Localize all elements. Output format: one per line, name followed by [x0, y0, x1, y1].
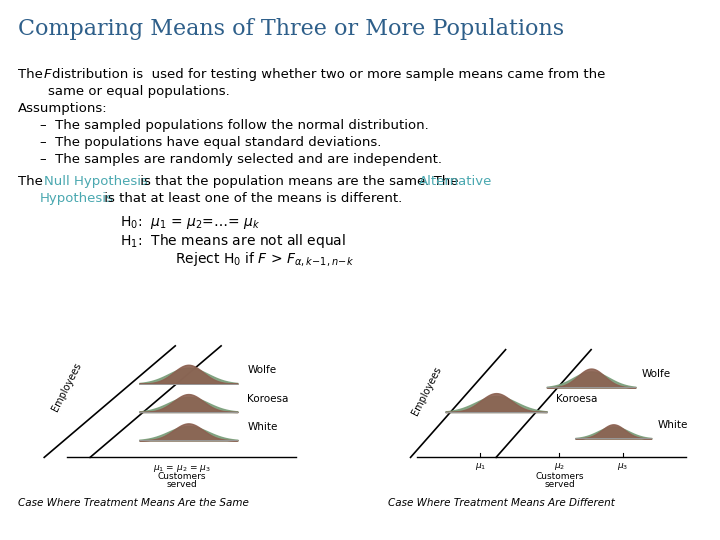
Text: H$_1$:  The means are not all equal: H$_1$: The means are not all equal — [120, 232, 346, 250]
Text: F: F — [44, 68, 52, 81]
Text: $\mu_3$: $\mu_3$ — [617, 461, 629, 472]
Text: $\mu_2$: $\mu_2$ — [554, 461, 565, 472]
Text: is that at least one of the means is different.: is that at least one of the means is dif… — [100, 192, 402, 205]
Text: $\mu_1$ = $\mu_2$ = $\mu_3$: $\mu_1$ = $\mu_2$ = $\mu_3$ — [153, 463, 211, 474]
Text: Hypothesis: Hypothesis — [40, 192, 114, 205]
Text: Alternative: Alternative — [419, 175, 492, 188]
Text: Koroesa: Koroesa — [248, 394, 289, 404]
Text: White: White — [657, 420, 688, 430]
Text: The: The — [18, 68, 47, 81]
Text: Case Where Treatment Means Are Different: Case Where Treatment Means Are Different — [388, 498, 615, 508]
Text: Employees: Employees — [410, 365, 443, 417]
Text: –  The sampled populations follow the normal distribution.: – The sampled populations follow the nor… — [40, 119, 428, 132]
Text: served: served — [544, 480, 575, 489]
Text: $\mu_1$: $\mu_1$ — [474, 461, 486, 472]
Text: –  The populations have equal standard deviations.: – The populations have equal standard de… — [40, 136, 382, 149]
Text: distribution is  used for testing whether two or more sample means came from the: distribution is used for testing whether… — [52, 68, 606, 81]
Text: Wolfe: Wolfe — [248, 366, 276, 375]
Text: Case Where Treatment Means Are the Same: Case Where Treatment Means Are the Same — [18, 498, 249, 508]
Text: served: served — [166, 480, 197, 489]
Text: Customers: Customers — [535, 472, 584, 481]
Text: Wolfe: Wolfe — [642, 369, 671, 379]
Text: Customers: Customers — [158, 472, 206, 481]
Text: The: The — [18, 175, 47, 188]
Text: Employees: Employees — [50, 361, 84, 414]
Text: –  The samples are randomly selected and are independent.: – The samples are randomly selected and … — [40, 153, 442, 166]
Text: is that the population means are the same. The: is that the population means are the sam… — [136, 175, 463, 188]
Text: H$_0$:  $\mu_1$ = $\mu_2$=…= $\mu_k$: H$_0$: $\mu_1$ = $\mu_2$=…= $\mu_k$ — [120, 214, 260, 231]
Text: same or equal populations.: same or equal populations. — [48, 85, 230, 98]
Text: White: White — [248, 422, 278, 432]
Text: Reject H$_0$ if $F$ > $F_{\alpha,k\!-\!1,n\!-\!k}$: Reject H$_0$ if $F$ > $F_{\alpha,k\!-\!1… — [175, 250, 354, 268]
Text: Comparing Means of Three or More Populations: Comparing Means of Three or More Populat… — [18, 18, 564, 40]
Text: Assumptions:: Assumptions: — [18, 102, 107, 115]
Text: Null Hypothesis: Null Hypothesis — [44, 175, 148, 188]
Text: Koroesa: Koroesa — [557, 394, 598, 404]
